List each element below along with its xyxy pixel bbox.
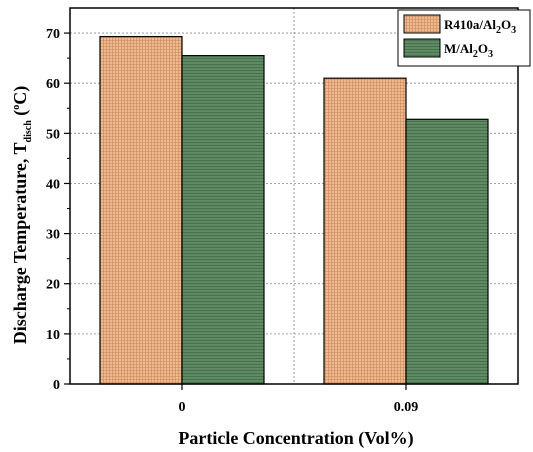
bar-series-0-cat-1 (323, 77, 407, 385)
legend-swatch-r410a (403, 14, 441, 34)
y-tick-label: 10 (46, 328, 60, 343)
y-tick-label: 60 (46, 77, 60, 92)
legend-label-r410a: R410a/Al2O3 (444, 17, 516, 36)
bar-series-0-cat-0 (99, 35, 183, 385)
x-tick-label: 0.09 (394, 400, 419, 415)
y-tick-label: 20 (46, 278, 60, 293)
y-tick-label: 70 (46, 27, 60, 42)
y-tick-label: 50 (46, 127, 60, 142)
bar-series-1-cat-0 (181, 55, 265, 385)
legend-label-m: M/Al2O3 (444, 41, 493, 60)
plot-border (69, 7, 519, 385)
bars (99, 35, 489, 385)
bar-series-1-cat-1 (405, 118, 489, 385)
x-axis-title: Particle Concentration (Vol%) (178, 428, 413, 449)
y-tick-label: 30 (46, 228, 60, 243)
y-axis-title: Discharge Temperature, Tdisch (oC) (10, 86, 34, 345)
y-tick-label: 0 (53, 378, 60, 393)
y-tick-label: 40 (46, 177, 60, 192)
x-tick-label: 0 (179, 400, 186, 415)
legend-swatch-m (403, 38, 441, 58)
legend: R410a/Al2O3 M/Al2O3 (397, 9, 531, 67)
plot-frame (69, 7, 519, 385)
y-ticks: 0 10 20 30 40 50 60 70 (46, 27, 70, 393)
x-ticks: 0 0.09 (179, 384, 419, 415)
